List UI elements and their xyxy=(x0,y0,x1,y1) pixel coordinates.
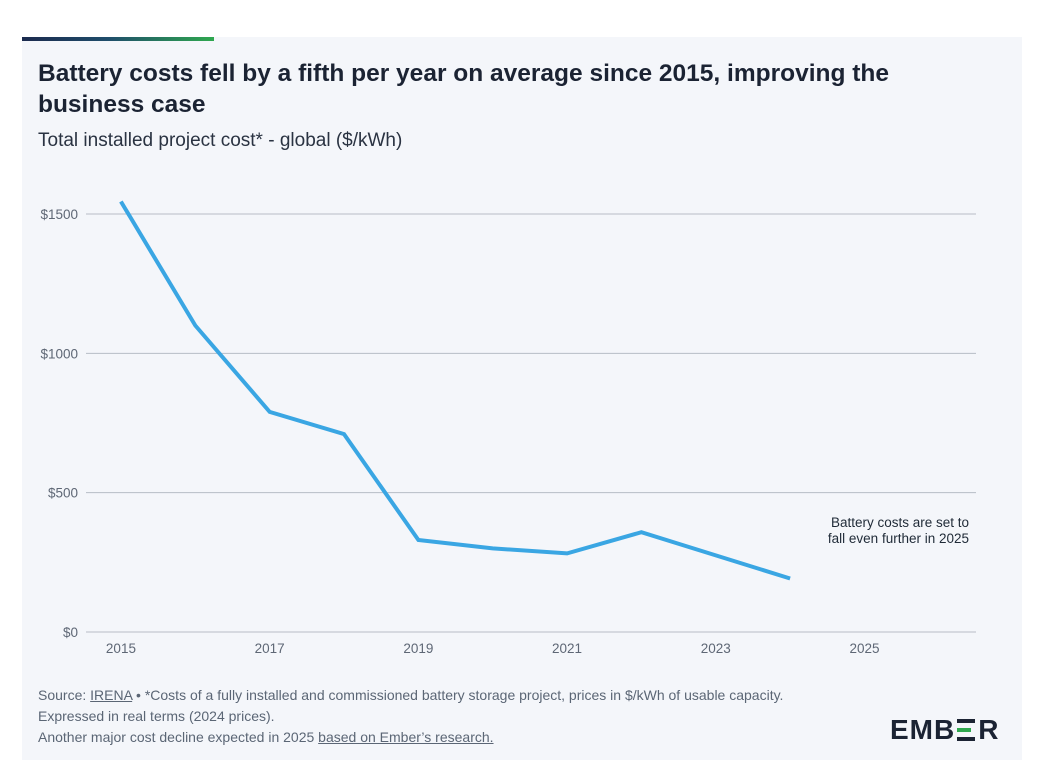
chart-card xyxy=(22,37,1022,760)
series-line xyxy=(119,200,791,581)
chart-title: Battery costs fell by a fifth per year o… xyxy=(38,60,890,118)
annotation-line: Battery costs are set to xyxy=(831,515,969,530)
footer-notes: Source: IRENA • *Costs of a fully instal… xyxy=(38,685,838,748)
y-tick-label: $500 xyxy=(48,486,78,501)
forecast-annotation: Battery costs are set to fall even furthe… xyxy=(828,515,969,546)
source-link-irena[interactable]: IRENA xyxy=(90,687,133,703)
x-tick-label: 2017 xyxy=(255,641,285,656)
logo-text-end: R xyxy=(978,714,1000,745)
y-tick-label: $0 xyxy=(63,625,78,640)
x-tick-label: 2015 xyxy=(106,641,136,656)
logo-text-start: EMB xyxy=(890,714,956,745)
source-label: Source: xyxy=(38,687,91,703)
source-note: • *Costs of a fully installed and commis… xyxy=(38,687,784,724)
x-tick-label: 2025 xyxy=(849,641,879,656)
logo-e-mark xyxy=(957,719,976,741)
y-tick-label: $1500 xyxy=(40,207,78,222)
x-tick-label: 2021 xyxy=(552,641,582,656)
x-tick-label: 2019 xyxy=(403,641,433,656)
y-tick-label: $1000 xyxy=(40,346,78,361)
x-tick-label: 2023 xyxy=(701,641,731,656)
accent-bar xyxy=(22,37,214,41)
forecast-note: Another major cost decline expected in 2… xyxy=(38,729,319,745)
ember-research-link[interactable]: based on Ember’s research. xyxy=(318,729,494,745)
annotation-line: fall even further in 2025 xyxy=(828,531,969,546)
chart-subtitle: Total installed project cost* - global (… xyxy=(38,130,403,151)
ember-logo: EMB R xyxy=(890,714,1000,745)
